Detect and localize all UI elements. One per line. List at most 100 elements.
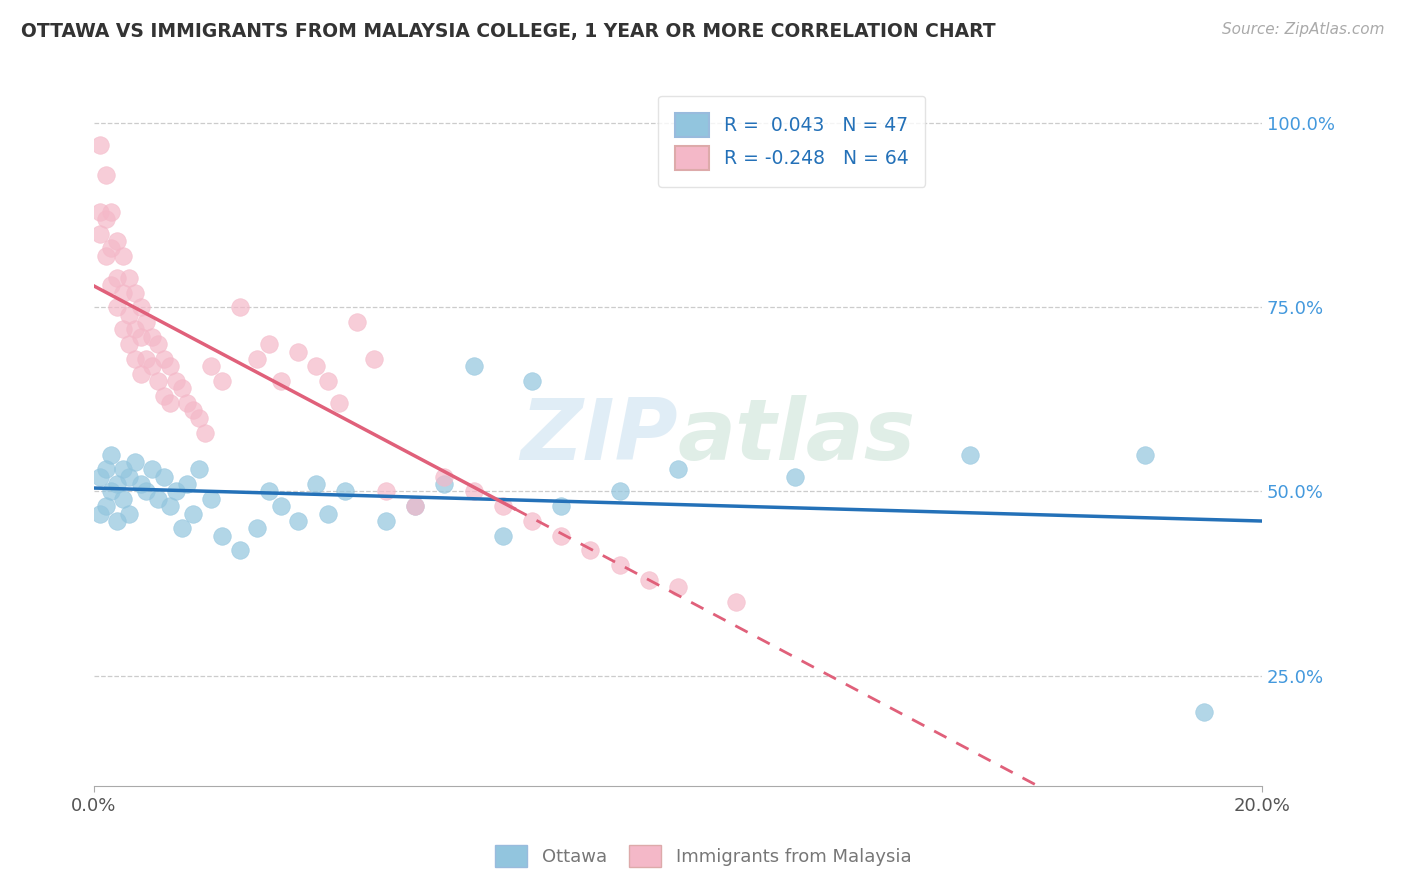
Legend: Ottawa, Immigrants from Malaysia: Ottawa, Immigrants from Malaysia <box>488 838 918 874</box>
Point <box>100 448 122 462</box>
Point <box>181 403 204 417</box>
Point <box>118 507 141 521</box>
Point <box>124 455 146 469</box>
Point <box>153 389 176 403</box>
Point <box>246 351 269 366</box>
Point <box>959 448 981 462</box>
Point <box>550 529 572 543</box>
Text: OTTAWA VS IMMIGRANTS FROM MALAYSIA COLLEGE, 1 YEAR OR MORE CORRELATION CHART: OTTAWA VS IMMIGRANTS FROM MALAYSIA COLLE… <box>21 22 995 41</box>
Point <box>100 241 122 255</box>
Point <box>94 249 117 263</box>
Point <box>105 234 128 248</box>
Point <box>141 359 163 374</box>
Point <box>129 301 152 315</box>
Point <box>100 484 122 499</box>
Point <box>124 351 146 366</box>
Point <box>346 315 368 329</box>
Point <box>118 308 141 322</box>
Text: atlas: atlas <box>678 395 917 478</box>
Point <box>492 500 515 514</box>
Point <box>609 484 631 499</box>
Point <box>404 500 426 514</box>
Point <box>1133 448 1156 462</box>
Point <box>374 514 396 528</box>
Point <box>257 484 280 499</box>
Point <box>229 543 252 558</box>
Point <box>609 558 631 573</box>
Point <box>328 396 350 410</box>
Point <box>188 462 211 476</box>
Point <box>89 507 111 521</box>
Point <box>783 469 806 483</box>
Point <box>112 322 135 336</box>
Point <box>363 351 385 366</box>
Point <box>433 469 456 483</box>
Point <box>194 425 217 440</box>
Point <box>229 301 252 315</box>
Point <box>100 204 122 219</box>
Point <box>105 301 128 315</box>
Point <box>492 529 515 543</box>
Point <box>165 374 187 388</box>
Point <box>176 477 198 491</box>
Point <box>305 477 328 491</box>
Point <box>165 484 187 499</box>
Point <box>170 381 193 395</box>
Point <box>118 337 141 351</box>
Text: ZIP: ZIP <box>520 395 678 478</box>
Point <box>246 521 269 535</box>
Point <box>550 500 572 514</box>
Point <box>105 477 128 491</box>
Point <box>159 500 181 514</box>
Point <box>89 469 111 483</box>
Point <box>316 507 339 521</box>
Text: Source: ZipAtlas.com: Source: ZipAtlas.com <box>1222 22 1385 37</box>
Point <box>520 374 543 388</box>
Point <box>637 573 659 587</box>
Point <box>211 374 233 388</box>
Point <box>129 330 152 344</box>
Point <box>463 484 485 499</box>
Point <box>94 462 117 476</box>
Point <box>159 359 181 374</box>
Point <box>135 315 157 329</box>
Point <box>287 514 309 528</box>
Point <box>105 271 128 285</box>
Point <box>112 462 135 476</box>
Point <box>404 500 426 514</box>
Point <box>118 469 141 483</box>
Point <box>89 204 111 219</box>
Point <box>112 285 135 300</box>
Point <box>170 521 193 535</box>
Point <box>141 462 163 476</box>
Point <box>666 462 689 476</box>
Point <box>94 211 117 226</box>
Point <box>181 507 204 521</box>
Point <box>270 500 292 514</box>
Point <box>89 227 111 241</box>
Point <box>287 344 309 359</box>
Point <box>305 359 328 374</box>
Point <box>94 168 117 182</box>
Point <box>316 374 339 388</box>
Point <box>146 374 169 388</box>
Point <box>200 491 222 506</box>
Point <box>146 337 169 351</box>
Point <box>118 271 141 285</box>
Point <box>135 484 157 499</box>
Point <box>89 138 111 153</box>
Point <box>129 367 152 381</box>
Point <box>153 469 176 483</box>
Point <box>153 351 176 366</box>
Point <box>374 484 396 499</box>
Point <box>333 484 356 499</box>
Point <box>579 543 602 558</box>
Point <box>188 410 211 425</box>
Point <box>1192 706 1215 720</box>
Point <box>200 359 222 374</box>
Point <box>270 374 292 388</box>
Point <box>112 249 135 263</box>
Point <box>666 580 689 594</box>
Point <box>520 514 543 528</box>
Point <box>124 322 146 336</box>
